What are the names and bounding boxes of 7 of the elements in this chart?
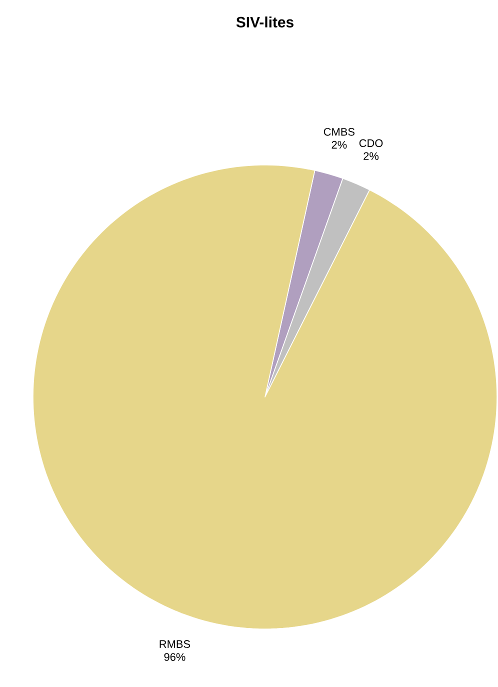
- slice-label: RMBS: [160, 640, 190, 648]
- data-label: 2%: [332, 140, 347, 149]
- data-label: 96%: [164, 653, 186, 661]
- slice-label: CDO: [359, 139, 383, 148]
- chart-title: SIV-lites: [236, 16, 294, 28]
- slice-label: CMBS: [324, 128, 354, 136]
- data-label: 2%: [364, 152, 379, 160]
